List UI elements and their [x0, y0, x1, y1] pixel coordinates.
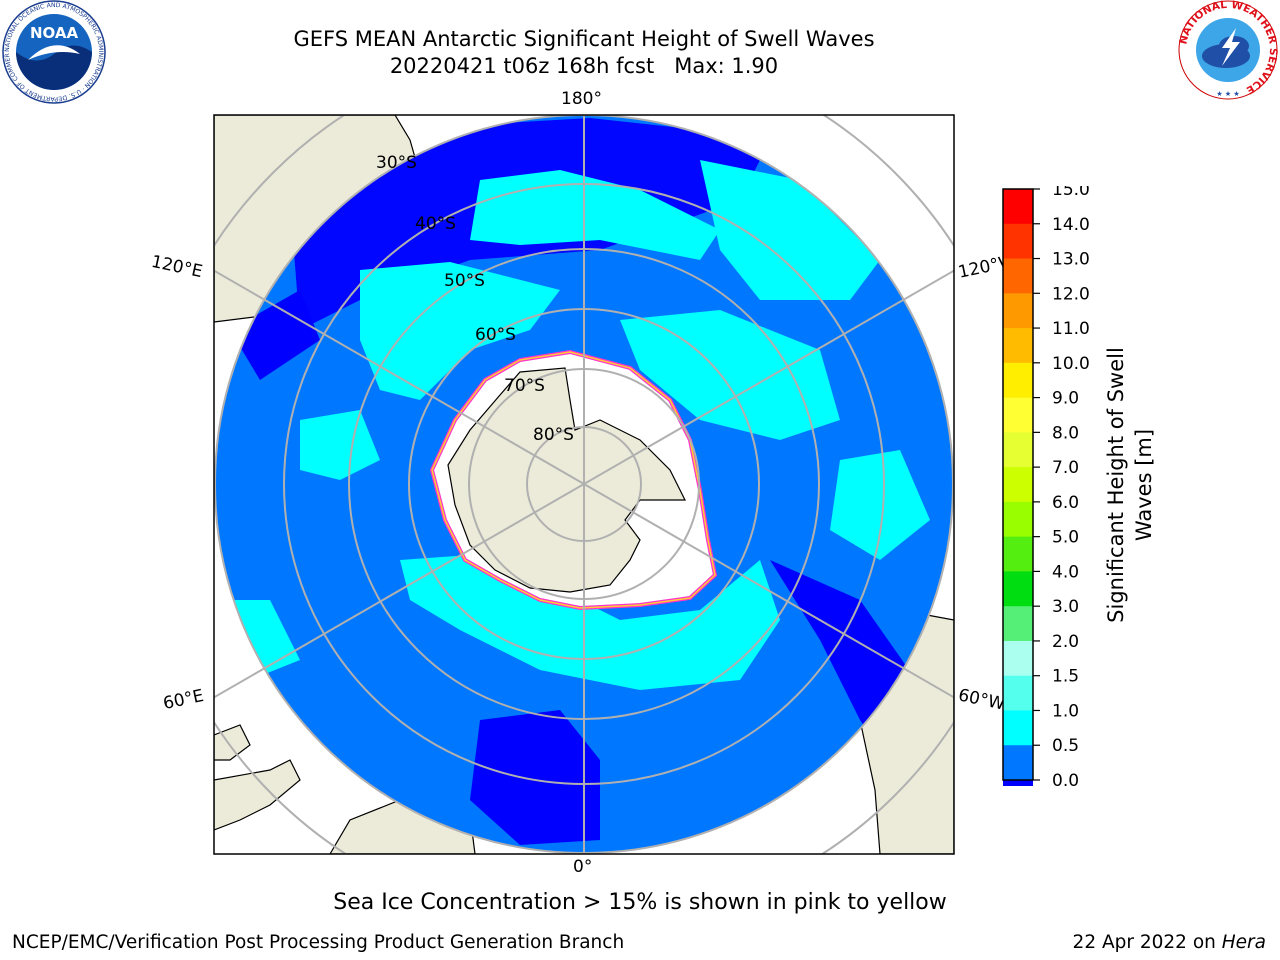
colorbar-label-line1: Significant Height of Swell [1104, 347, 1128, 623]
colorbar-block [1003, 501, 1033, 538]
noaa-logo: NATIONAL OCEANIC AND ATMOSPHERIC ADMINIS… [0, 0, 106, 104]
colorbar-tick-label: 1.0 [1052, 701, 1079, 721]
colorbar-tick-label: 2.0 [1052, 632, 1079, 652]
sea-ice-caption: Sea Ice Concentration > 15% is shown in … [333, 890, 947, 915]
colorbar-tick-label: 14.0 [1052, 215, 1090, 235]
colorbar-block [1003, 397, 1033, 433]
lon-label-180: 180° [561, 89, 602, 109]
colorbar-tick-label: 11.0 [1052, 319, 1090, 339]
svg-text:70°S: 70°S [504, 376, 545, 396]
lon-label-120e: 120°E [149, 251, 205, 283]
svg-text:80°S: 80°S [533, 425, 574, 445]
colorbar-tick-label: 9.0 [1052, 389, 1079, 409]
colorbar-tick-label: 13.0 [1052, 250, 1090, 270]
colorbar-tick-label: 8.0 [1052, 423, 1079, 443]
colorbar-tick-label: 0.0 [1052, 771, 1079, 786]
colorbar-block [1003, 432, 1033, 468]
antarctica-land [447, 367, 686, 593]
colorbar-block [1003, 710, 1033, 746]
svg-text:30°S: 30°S [376, 153, 417, 173]
credit-left: NCEP/EMC/Verification Post Processing Pr… [12, 932, 625, 953]
colorbar-tick-label: 10.0 [1052, 354, 1090, 374]
africa-land [214, 759, 301, 831]
colorbar-tick-label: 5.0 [1052, 528, 1079, 548]
chart-subtitle: 20220421 t06z 168h fcst Max: 1.90 [389, 54, 779, 78]
colorbar-blocks [1003, 189, 1033, 786]
colorbar-tick-label: 1.5 [1052, 667, 1079, 687]
colorbar-block [1003, 467, 1033, 503]
colorbar-block [1003, 536, 1033, 572]
latitude-labels: 30°S 40°S 50°S 60°S 70°S 80°S [376, 153, 574, 445]
colorbar-tick-label: 12.0 [1052, 284, 1090, 304]
colorbar-block [1003, 571, 1033, 607]
lon-label-0: 0° [573, 857, 593, 877]
credit-right: 22 Apr 2022 on Hera [1073, 932, 1266, 953]
colorbar-block [1003, 675, 1033, 711]
noaa-logo-text: NOAA [30, 24, 79, 42]
colorbar-block [1003, 293, 1033, 329]
lon-label-60w: 60°W [956, 685, 1007, 715]
colorbar-label-line2: Waves [m] [1132, 429, 1156, 541]
nws-logo: NATIONAL WEATHER SERVICE ★ ★ ★ [1177, 0, 1279, 100]
colorbar-tick-label: 6.0 [1052, 493, 1079, 513]
polar-map: 30°S 40°S 50°S 60°S 70°S 80°S [213, 114, 955, 855]
colorbar-block [1003, 780, 1033, 786]
svg-text:50°S: 50°S [444, 271, 485, 291]
svg-text:★ ★ ★: ★ ★ ★ [1216, 90, 1239, 98]
credit-host: Hera [1221, 932, 1266, 953]
colorbar-tick-label: 4.0 [1052, 562, 1079, 582]
svg-text:60°S: 60°S [475, 325, 516, 345]
colorbar-tick-label: 15.0 [1052, 186, 1090, 200]
chart-title: GEFS MEAN Antarctic Significant Height o… [293, 27, 875, 51]
colorbar-tick-label: 3.0 [1052, 597, 1079, 617]
colorbar-block [1003, 362, 1033, 399]
colorbar-tick-label: 0.5 [1052, 736, 1079, 756]
colorbar: 15.0 14.0 13.0 12.0 11.0 10.0 9.0 8.0 7.0 6.0 5.0 4… [1002, 186, 1156, 786]
colorbar-tick-label: 7.0 [1052, 458, 1079, 478]
madagascar-land [214, 724, 251, 761]
colorbar-block [1003, 640, 1033, 677]
colorbar-ticks: 15.0 14.0 13.0 12.0 11.0 10.0 9.0 8.0 7.0 6.0 5.0 4… [1033, 186, 1090, 786]
colorbar-block [1003, 745, 1033, 781]
colorbar-block [1003, 223, 1033, 260]
colorbar-block [1003, 189, 1033, 225]
colorbar-block [1003, 328, 1033, 364]
lon-label-60e: 60°E [161, 685, 206, 715]
swell-bands [220, 118, 930, 845]
credit-date: 22 Apr 2022 on [1072, 932, 1222, 953]
graticule [214, 115, 954, 854]
svg-text:40°S: 40°S [415, 214, 456, 234]
colorbar-block [1003, 606, 1033, 642]
colorbar-block [1003, 258, 1033, 294]
